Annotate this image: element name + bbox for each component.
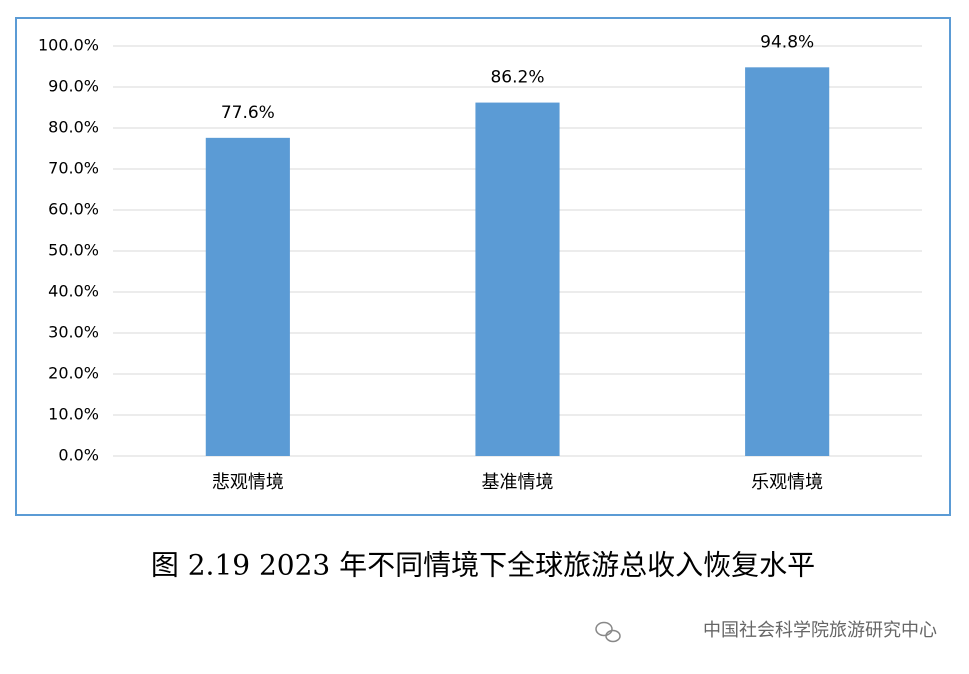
value-label: 77.6% <box>221 103 275 123</box>
y-tick-label: 80.0% <box>48 118 99 137</box>
source: 中国社会科学院旅游研究中心 <box>703 620 937 641</box>
y-tick-label: 10.0% <box>48 405 99 424</box>
x-tick-label: 悲观情境 <box>212 472 284 493</box>
plot-area: 0.0% 10.0% 20.0% 30.0% 40.0% 50.0% 60.0% 70.0% 8… <box>38 32 922 493</box>
bar <box>745 67 830 456</box>
y-tick-label: 40.0% <box>48 282 99 301</box>
y-tick-label: 60.0% <box>48 200 99 219</box>
bar <box>205 137 290 456</box>
y-tick-label: 90.0% <box>48 77 99 96</box>
wechat-icon <box>595 621 621 643</box>
y-tick-label: 70.0% <box>48 159 99 178</box>
x-tick-label: 基准情境 <box>482 472 554 493</box>
y-tick-label: 0.0% <box>58 446 99 465</box>
value-label: 86.2% <box>490 68 544 88</box>
bar <box>475 102 560 456</box>
y-tick-label: 30.0% <box>48 323 99 342</box>
x-tick-label: 乐观情境 <box>751 472 823 493</box>
value-label: 94.8% <box>760 32 814 52</box>
y-tick-label: 20.0% <box>48 364 99 383</box>
y-tick-label: 100.0% <box>38 36 99 55</box>
y-tick-label: 50.0% <box>48 241 99 260</box>
caption: 图 2.19 2023 年不同情境下全球旅游总收入恢复水平 <box>151 549 815 582</box>
